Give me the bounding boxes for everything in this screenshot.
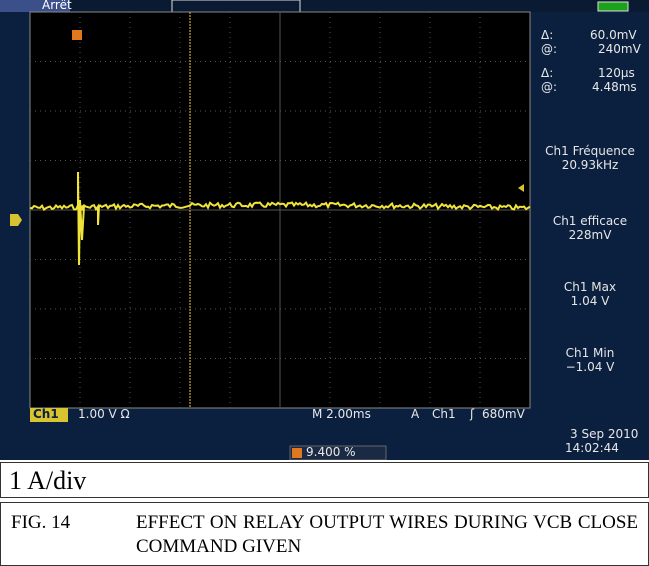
measure-value: −1.04 V bbox=[531, 360, 649, 374]
trigger-channel: Ch1 bbox=[432, 407, 456, 421]
cursor-value: 60.0mV bbox=[590, 28, 637, 42]
caption: FIG. 14 EFFECT ON RELAY OUTPUT WIRES DUR… bbox=[0, 502, 649, 566]
date: 3 Sep 2010 bbox=[570, 427, 638, 441]
cursor-value: 4.48ms bbox=[592, 80, 637, 94]
figure: Arrêt Δ: 60.0mV @: 240mV Δ: 120µs @: 4.4… bbox=[0, 0, 649, 566]
measure-value: 20.93kHz bbox=[531, 158, 649, 172]
measure-label: Ch1 efficace bbox=[531, 214, 649, 228]
trigger-mode: A bbox=[411, 407, 419, 421]
trigger-level: 680mV bbox=[482, 407, 525, 421]
measure-label: Ch1 Fréquence bbox=[531, 144, 649, 158]
cursor-value: 240mV bbox=[598, 42, 641, 56]
cursor-label: Δ: bbox=[541, 28, 553, 42]
cursor-label: Δ: bbox=[541, 66, 553, 80]
cursor-label: @: bbox=[541, 80, 557, 94]
measure-label: Ch1 Min bbox=[531, 346, 649, 360]
scale: 1.00 V Ω bbox=[78, 407, 130, 421]
note: 1 A/div bbox=[0, 462, 649, 498]
cursor-value: 120µs bbox=[598, 66, 635, 80]
measure-value: 228mV bbox=[531, 228, 649, 242]
trigger-slope: ʃ bbox=[470, 407, 474, 421]
measure-label: Ch1 Max bbox=[531, 280, 649, 294]
timebase: M 2.00ms bbox=[312, 407, 371, 421]
trigger-position: 9.400 % bbox=[306, 445, 356, 459]
cursor-label: @: bbox=[541, 42, 557, 56]
status: Arrêt bbox=[42, 0, 72, 12]
oscilloscope-screen: Arrêt Δ: 60.0mV @: 240mV Δ: 120µs @: 4.4… bbox=[0, 0, 649, 460]
time: 14:02:44 bbox=[565, 441, 619, 455]
channel: Ch1 bbox=[33, 407, 59, 421]
caption-number: FIG. 14 bbox=[11, 511, 136, 559]
measure-value: 1.04 V bbox=[531, 294, 649, 308]
